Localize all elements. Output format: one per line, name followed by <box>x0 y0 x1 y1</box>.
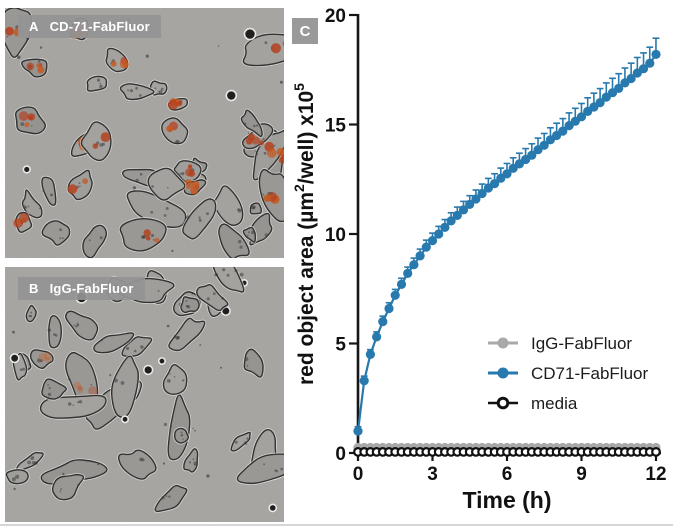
y-tick-15: 15 <box>325 116 347 137</box>
legend-label-cd71: CD71-FabFluor <box>531 364 648 383</box>
panel-b-image: B IgG-FabFluor <box>5 267 284 522</box>
y-tick-labels: 0 5 10 15 20 <box>325 6 347 465</box>
legend: IgG-FabFluor CD71-FabFluor media <box>488 334 648 413</box>
figure-bottom-edge <box>0 524 673 526</box>
axes <box>349 13 661 461</box>
y-tick-5: 5 <box>335 335 346 356</box>
legend-label-igg: IgG-FabFluor <box>531 334 632 353</box>
x-tick-3: 3 <box>427 464 438 485</box>
panel-c-label: C <box>292 18 318 44</box>
legend-item-igg: IgG-FabFluor <box>488 334 632 353</box>
panel-a-image: A CD-71-FabFluor <box>5 8 284 258</box>
x-tick-12: 12 <box>645 464 666 485</box>
panel-c-tag-text: C <box>299 22 311 40</box>
series-media <box>353 447 661 457</box>
series-cd71-fabfluor <box>353 37 661 436</box>
panel-a-title: CD-71-FabFluor <box>49 19 150 34</box>
x-axis-title: Time (h) <box>462 487 551 513</box>
x-tick-9: 9 <box>576 464 587 485</box>
panel-b-tag: B <box>29 281 39 296</box>
panel-b-micrograph <box>5 267 284 522</box>
x-tick-labels: 0 3 6 9 12 <box>353 464 667 485</box>
legend-marker-media <box>496 396 510 410</box>
y-tick-marks <box>349 13 358 455</box>
legend-marker-igg <box>497 337 509 349</box>
y-tick-10: 10 <box>325 225 346 246</box>
y-tick-20: 20 <box>325 6 346 27</box>
y-tick-0: 0 <box>335 444 346 465</box>
legend-item-media: media <box>488 394 578 413</box>
legend-label-media: media <box>531 394 578 413</box>
panel-b-title: IgG-FabFluor <box>49 281 134 296</box>
x-tick-6: 6 <box>502 464 513 485</box>
panel-a-label: A CD-71-FabFluor <box>18 15 161 38</box>
x-tick-0: 0 <box>353 464 364 485</box>
panel-b-label: B IgG-FabFluor <box>18 277 145 300</box>
legend-marker-cd71 <box>497 367 509 379</box>
panel-a-tag: A <box>29 19 39 34</box>
legend-item-cd71: CD71-FabFluor <box>488 364 648 383</box>
panel-a-micrograph <box>5 8 284 258</box>
